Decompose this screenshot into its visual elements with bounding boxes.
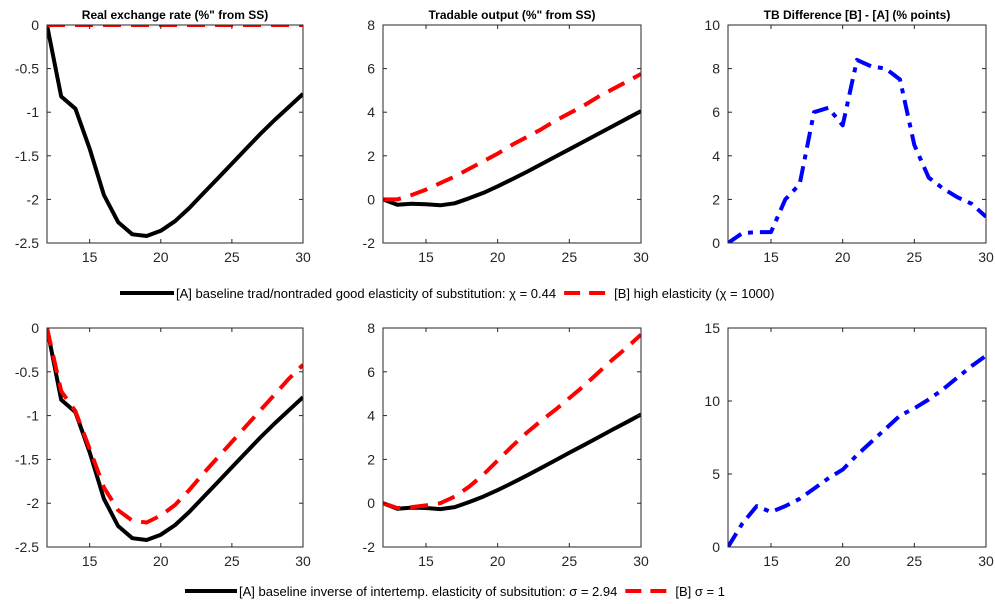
y-tick-label: -2 (363, 235, 376, 251)
y-tick-label: -0.5 (15, 61, 39, 77)
x-tick-label: 30 (978, 553, 994, 569)
x-tick-label: 30 (633, 249, 649, 265)
legend-label-a: [A] baseline trad/nontraded good elastic… (176, 286, 556, 301)
x-tick-label: 25 (224, 249, 240, 265)
x-tick-label: 25 (562, 249, 578, 265)
series-line-a (383, 109, 641, 208)
legend-label-b: [B] σ = 1 (675, 584, 725, 599)
x-tick-label: 30 (295, 249, 311, 265)
y-tick-label: -0.5 (15, 364, 39, 380)
x-tick-label: 15 (763, 553, 779, 569)
y-tick-label: 15 (704, 320, 720, 336)
y-tick-label: 10 (704, 393, 720, 409)
plot-frame (46, 24, 304, 244)
x-tick-label: 25 (224, 553, 240, 569)
series-line-b (47, 328, 303, 525)
x-tick-label: 25 (907, 553, 923, 569)
y-tick-label: -1.5 (15, 451, 39, 467)
legend-1: [A] baseline trad/nontraded good elastic… (120, 286, 774, 301)
x-tick-label: 15 (82, 553, 98, 569)
y-tick-label: 2 (367, 451, 375, 467)
x-tick-label: 15 (82, 249, 98, 265)
y-tick-label: 5 (712, 466, 720, 482)
x-tick-label: 20 (835, 553, 851, 569)
panel-1: 15 20 25 30 0 -0.5 -1 -1.5 -2 -2.5 Real exchange r… (15, 8, 311, 265)
y-tick-label: 6 (712, 104, 720, 120)
y-tick-label: -1 (27, 408, 40, 424)
y-tick-label: 0 (31, 320, 39, 336)
x-tick-label: 30 (295, 553, 311, 569)
series-line-difference (728, 57, 986, 243)
y-tick-label: -2 (27, 191, 40, 207)
panel-4: 15 20 25 30 0 -0.5 -1 -1.5 -2 -2.5 (15, 320, 311, 569)
series-line-b (383, 333, 641, 510)
panel-title: Real exchange rate (%" from SS) (82, 8, 268, 22)
y-tick-label: -2 (27, 495, 40, 511)
series-line-a (47, 328, 303, 542)
x-tick-label: 30 (978, 249, 994, 265)
y-tick-label: -2.5 (15, 539, 39, 555)
plot-frame (46, 327, 304, 548)
x-tick-label: 20 (153, 553, 169, 569)
panel-title: TB Difference [B] - [A] (% points) (764, 8, 951, 22)
x-tick-label: 25 (907, 249, 923, 265)
y-tick-label: 0 (367, 191, 375, 207)
x-tick-label: 20 (490, 553, 506, 569)
series-line-difference (728, 354, 986, 547)
y-tick-label: -2 (363, 539, 376, 555)
x-tick-label: 30 (633, 553, 649, 569)
plot-frame (727, 24, 987, 244)
x-tick-label: 20 (490, 249, 506, 265)
y-tick-label: 0 (712, 539, 720, 555)
x-tick-label: 20 (835, 249, 851, 265)
series-line-b (383, 72, 641, 202)
y-tick-label: 8 (712, 61, 720, 77)
legend-label-a: [A] baseline inverse of intertemp. elast… (239, 584, 617, 599)
series-line-a (47, 25, 303, 238)
panel-title: Tradable output (%" from SS) (428, 8, 595, 22)
plot-frame (382, 24, 642, 244)
plot-frame (727, 327, 987, 548)
y-tick-label: 8 (367, 320, 375, 336)
x-tick-label: 15 (418, 553, 434, 569)
y-tick-label: 2 (712, 191, 720, 207)
y-tick-label: 0 (367, 495, 375, 511)
x-tick-label: 15 (763, 249, 779, 265)
plot-frame (382, 327, 642, 548)
y-tick-label: 2 (367, 148, 375, 164)
y-tick-label: 0 (712, 235, 720, 251)
y-tick-label: 8 (367, 17, 375, 33)
y-tick-label: 10 (704, 17, 720, 33)
y-tick-label: 0 (31, 17, 39, 33)
y-tick-label: 4 (367, 408, 375, 424)
panel-6: 15 20 25 30 15 10 5 0 (704, 320, 994, 569)
series-line-a (383, 412, 641, 512)
y-tick-label: 4 (712, 148, 720, 164)
legend-2: [A] baseline inverse of intertemp. elast… (185, 584, 725, 599)
x-tick-label: 25 (562, 553, 578, 569)
legend-label-b: [B] high elasticity (χ = 1000) (614, 286, 774, 301)
y-tick-label: 6 (367, 364, 375, 380)
y-tick-label: -2.5 (15, 235, 39, 251)
y-tick-label: 4 (367, 104, 375, 120)
x-tick-label: 15 (418, 249, 434, 265)
y-tick-label: -1 (27, 104, 40, 120)
y-tick-label: -1.5 (15, 148, 39, 164)
x-tick-label: 20 (153, 249, 169, 265)
y-tick-label: 6 (367, 61, 375, 77)
